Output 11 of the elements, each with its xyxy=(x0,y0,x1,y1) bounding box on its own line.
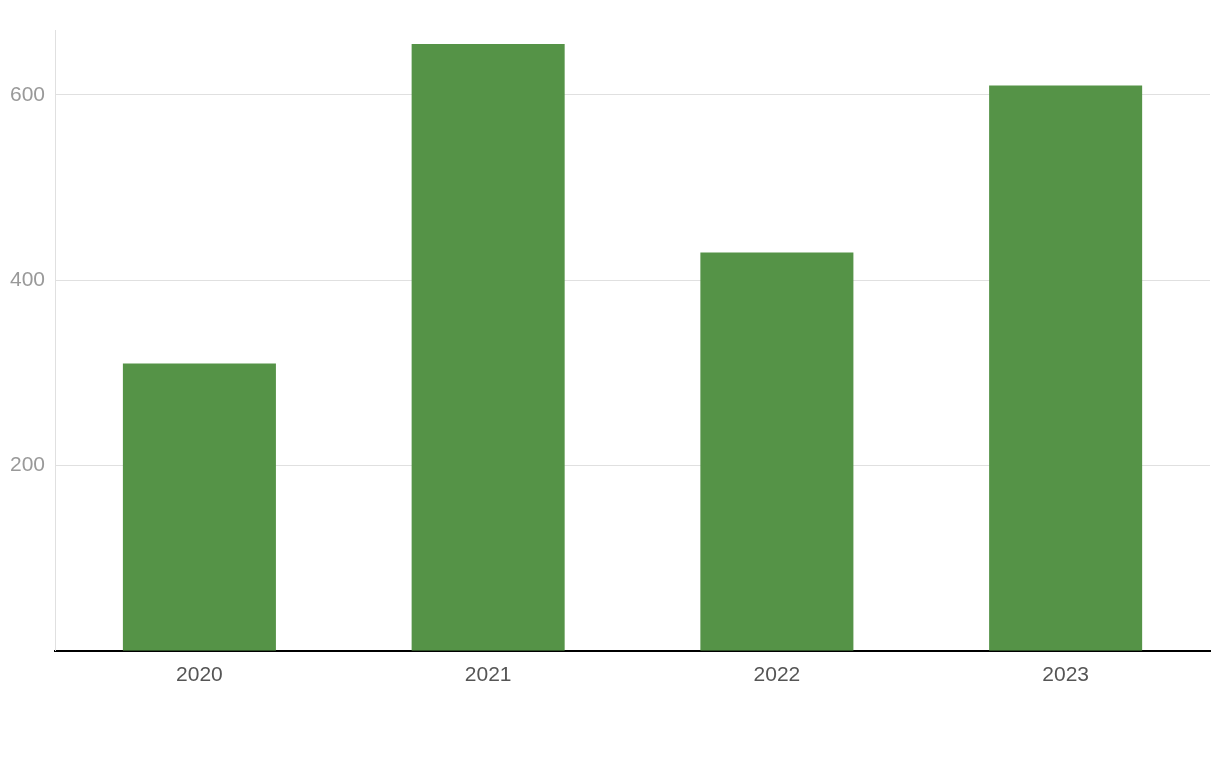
bar xyxy=(411,43,565,651)
x-tick-label: 2023 xyxy=(1042,662,1089,686)
x-tick-label: 2020 xyxy=(176,662,223,686)
bar xyxy=(700,252,854,651)
y-tick-label: 200 xyxy=(9,452,46,476)
bar xyxy=(122,363,276,651)
bar xyxy=(989,85,1143,651)
x-tick-label: 2021 xyxy=(464,662,512,686)
y-tick-label: 600 xyxy=(9,81,46,105)
y-tick-label: 400 xyxy=(9,266,46,290)
x-tick-label: 2022 xyxy=(753,662,801,686)
